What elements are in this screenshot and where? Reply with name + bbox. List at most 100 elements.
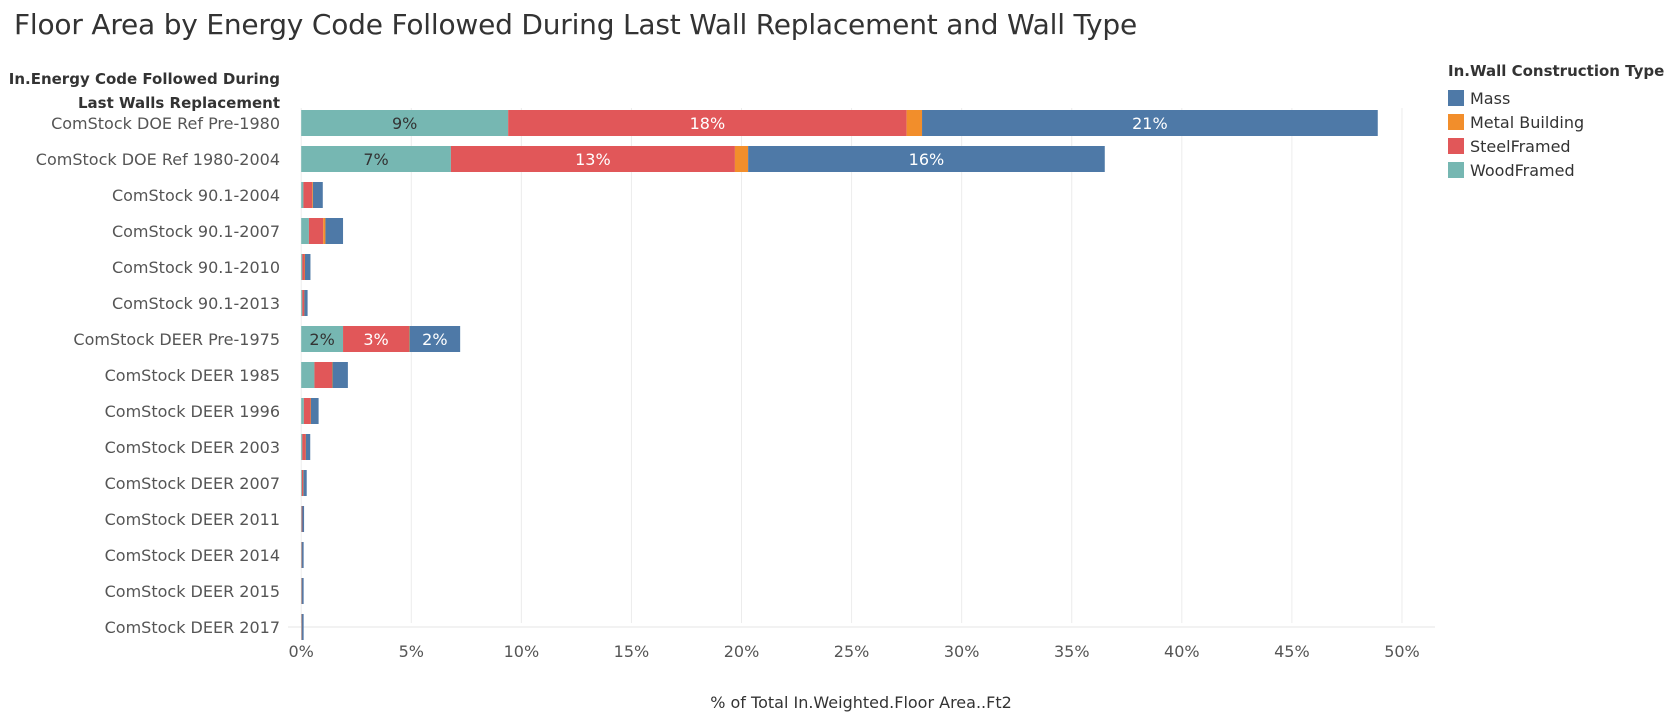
- bar-mass: [922, 110, 1378, 136]
- legend-item-woodframed[interactable]: WoodFramed: [1448, 158, 1673, 182]
- bar-steelframed: [308, 218, 324, 244]
- data-label: 2%: [422, 330, 447, 349]
- bar-woodframed: [301, 470, 303, 496]
- x-tick-label: 20%: [724, 642, 760, 661]
- bar-mass: [302, 542, 304, 568]
- category-label: ComStock DEER 2003: [105, 438, 280, 457]
- bar-mass: [304, 290, 308, 316]
- bar-mass: [325, 218, 344, 244]
- category-label: ComStock 90.1-2010: [112, 258, 280, 277]
- x-tick-label: 50%: [1384, 642, 1420, 661]
- bar-steelframed: [302, 290, 305, 316]
- bar-woodframed: [301, 146, 451, 172]
- bar-mass: [302, 506, 305, 532]
- bar-woodframed: [301, 326, 344, 352]
- data-label: 7%: [363, 150, 388, 169]
- category-label: ComStock DEER 2014: [105, 546, 280, 565]
- category-label: ComStock DEER 2015: [105, 582, 280, 601]
- legend-item-mass[interactable]: Mass: [1448, 86, 1673, 110]
- category-label: ComStock DOE Ref 1980-2004: [36, 150, 280, 169]
- legend-item-metal-building[interactable]: Metal Building: [1448, 110, 1673, 134]
- legend-title: In.Wall Construction Type: [1448, 62, 1665, 80]
- bar-woodframed: [301, 434, 303, 460]
- bar-mass: [748, 146, 1105, 172]
- x-tick-label: 25%: [834, 642, 870, 661]
- bar-steelframed: [343, 326, 410, 352]
- bar-steelframed: [303, 182, 313, 208]
- bar-woodframed: [301, 218, 309, 244]
- x-axis-title: % of Total In.Weighted.Floor Area..Ft2: [710, 693, 1012, 712]
- category-label: ComStock DOE Ref Pre-1980: [51, 114, 280, 133]
- x-tick-label: 0%: [289, 642, 314, 661]
- legend-swatch-steelframed: [1448, 138, 1464, 154]
- category-label: ComStock DEER 2007: [105, 474, 280, 493]
- bar-mass: [312, 182, 323, 208]
- x-tick-label: 40%: [1164, 642, 1200, 661]
- bar-metal-building: [734, 146, 749, 172]
- category-label: ComStock 90.1-2007: [112, 222, 280, 241]
- category-label: ComStock 90.1-2013: [112, 294, 280, 313]
- bar-mass: [409, 326, 461, 352]
- bar-steelframed: [302, 254, 305, 280]
- bar-steelframed: [314, 362, 333, 388]
- x-tick-label: 30%: [944, 642, 980, 661]
- data-label: 9%: [392, 114, 417, 133]
- bar-woodframed: [301, 254, 303, 280]
- bar-woodframed: [301, 182, 304, 208]
- category-label: ComStock DEER 1996: [105, 402, 280, 421]
- category-label: ComStock DEER 1985: [105, 366, 280, 385]
- bar-metal-building: [312, 182, 314, 208]
- category-label: ComStock 90.1-2004: [112, 186, 280, 205]
- data-label: 18%: [690, 114, 726, 133]
- bar-woodframed: [301, 362, 315, 388]
- data-label: 2%: [309, 330, 334, 349]
- bar-steelframed: [301, 470, 304, 496]
- bar-woodframed: [301, 290, 303, 316]
- bar-mass: [305, 434, 311, 460]
- data-label: 3%: [363, 330, 388, 349]
- data-label: 16%: [909, 150, 945, 169]
- row-header-line-1: In.Energy Code Followed During: [8, 70, 280, 88]
- legend-swatch-metal-building: [1448, 114, 1464, 130]
- legend-label: WoodFramed: [1470, 160, 1575, 180]
- bar-mass: [302, 614, 304, 640]
- bar-mass: [302, 578, 304, 604]
- category-label: ComStock DEER Pre-1975: [73, 330, 280, 349]
- bar-metal-building: [906, 110, 923, 136]
- data-label: 21%: [1132, 114, 1168, 133]
- legend-swatch-mass: [1448, 90, 1464, 106]
- bar-woodframed: [301, 398, 304, 424]
- x-tick-labels: 0% 5% 10% 15% 20% 25% 30% 35% 40% 45% 50%: [289, 642, 1420, 661]
- bar-steelframed: [303, 398, 311, 424]
- legend-label: Mass: [1470, 88, 1511, 108]
- bar-metal-building: [323, 218, 326, 244]
- category-label: ComStock DEER 2011: [105, 510, 280, 529]
- bar-woodframed: [301, 110, 509, 136]
- bar-steelframed: [302, 434, 306, 460]
- x-tick-label: 35%: [1054, 642, 1090, 661]
- x-tick-label: 5%: [399, 642, 424, 661]
- legend-item-steelframed[interactable]: SteelFramed: [1448, 134, 1673, 158]
- x-tick-label: 15%: [614, 642, 650, 661]
- legend-swatch-woodframed: [1448, 162, 1464, 178]
- bar-mass: [304, 254, 311, 280]
- row-header-line-2: Last Walls Replacement: [77, 94, 280, 112]
- x-tick-label: 10%: [504, 642, 540, 661]
- bar-mass: [303, 470, 307, 496]
- bars: 9% 18% 21% 7% 13% 16% 2% 3% 2%: [301, 110, 1378, 640]
- row-header: In.Energy Code Followed During Last Wall…: [0, 67, 280, 115]
- bar-mass: [310, 398, 319, 424]
- bar-steelframed: [301, 506, 303, 532]
- legend-label: Metal Building: [1470, 112, 1585, 132]
- chart-title: Floor Area by Energy Code Followed Durin…: [14, 8, 1138, 41]
- bar-steelframed: [508, 110, 907, 136]
- category-label: ComStock DEER 2017: [105, 618, 280, 637]
- data-label: 13%: [575, 150, 611, 169]
- x-tick-label: 45%: [1274, 642, 1310, 661]
- bar-steelframed: [450, 146, 735, 172]
- legend: In.Wall Construction Type Mass Metal Bui…: [1448, 62, 1673, 182]
- bar-mass: [332, 362, 348, 388]
- legend-label: SteelFramed: [1470, 136, 1571, 156]
